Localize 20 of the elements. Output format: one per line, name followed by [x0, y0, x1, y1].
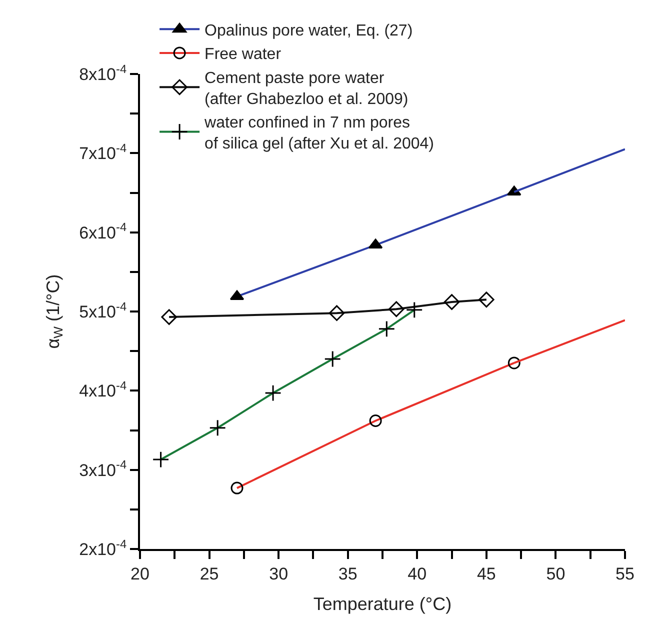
x-tick-label: 55: [616, 564, 634, 584]
y-tick-label: 2x10$^{-4}$: [79, 536, 127, 559]
x-tick-label: 40: [408, 564, 427, 584]
y-tick-label: 5x10$^{-4}$: [79, 299, 127, 322]
x-tick-label: 50: [546, 564, 566, 584]
y-tick-label: 8x10$^{-4}$: [79, 62, 127, 84]
y-tick-label: 6x10$^{-4}$: [79, 220, 127, 242]
legend-label: Free water: [204, 46, 282, 64]
y-tick-label: 7x10$^{-4}$: [79, 140, 127, 164]
y-tick-label: 4x10$^{-4}$: [79, 378, 127, 401]
legend-label: water confined in 7 nm pores of silica gel (after Xu et al. 2004): [204, 114, 434, 152]
x-tick-label: 20: [130, 564, 150, 584]
x-tick-label: 25: [200, 564, 219, 584]
y-tick-label: 3x10$^{-4}$: [79, 458, 127, 480]
legend-label: Cement paste pore water (after Ghabezloo et al. 2009): [204, 70, 408, 108]
legend-label: Opalinus pore water, Eq. (27): [204, 22, 413, 40]
x-tick-label: 35: [338, 564, 358, 584]
x-tick-label: 45: [476, 564, 496, 584]
x-tick-label: 30: [269, 564, 288, 584]
x-axis-title: Temperature (°C): [313, 594, 452, 614]
